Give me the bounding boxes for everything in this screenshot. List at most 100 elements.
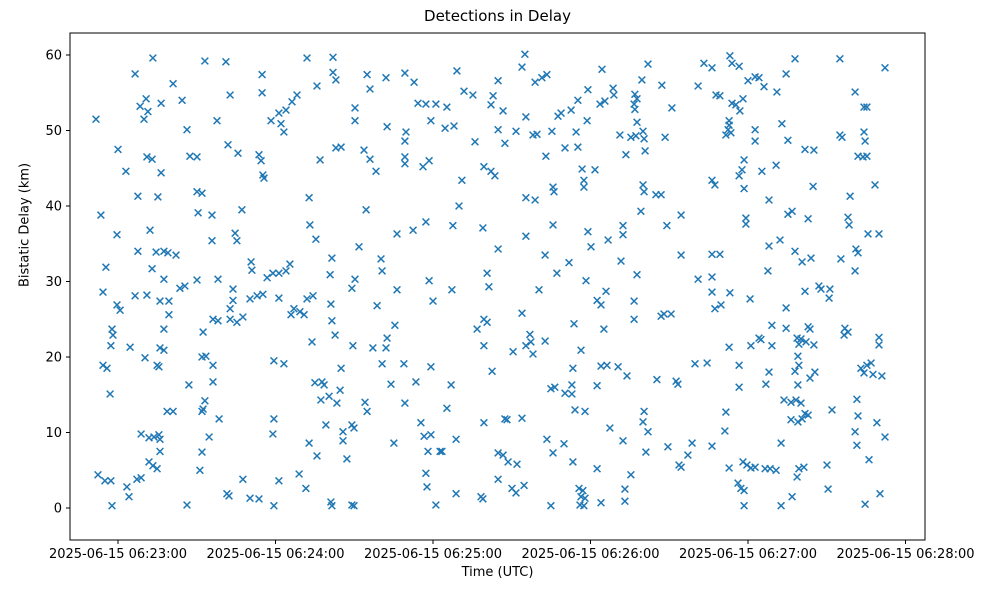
data-point — [568, 364, 577, 373]
data-point — [794, 464, 803, 473]
data-point — [429, 297, 437, 306]
data-point — [426, 430, 435, 439]
data-point — [513, 460, 521, 469]
data-point — [448, 221, 457, 230]
data-point — [409, 226, 418, 235]
data-point — [414, 99, 422, 108]
data-point — [583, 227, 592, 236]
data-point — [142, 152, 151, 161]
data-point — [437, 447, 446, 456]
data-point — [309, 291, 317, 300]
data-point — [133, 247, 142, 256]
data-point — [416, 418, 425, 427]
data-point — [512, 488, 520, 497]
data-point — [471, 137, 479, 146]
data-point — [131, 291, 140, 300]
data-point — [494, 475, 503, 484]
data-point — [793, 417, 802, 426]
data-point — [164, 310, 173, 319]
data-point — [525, 330, 534, 339]
data-point — [791, 367, 799, 376]
data-point — [157, 99, 166, 108]
data-point — [116, 306, 125, 315]
data-point — [579, 183, 588, 192]
data-point — [620, 485, 629, 494]
data-point — [756, 335, 765, 344]
y-tick-label: 30 — [45, 275, 62, 290]
scatter-series — [92, 50, 889, 510]
data-point — [150, 433, 158, 441]
data-point — [305, 220, 314, 229]
data-point — [348, 341, 357, 350]
data-point — [258, 70, 267, 79]
data-point — [383, 122, 392, 131]
data-point — [708, 176, 716, 185]
data-point — [487, 100, 495, 109]
data-point — [490, 171, 499, 180]
data-point — [561, 143, 569, 152]
data-point — [777, 501, 786, 510]
data-point — [347, 501, 356, 509]
data-point — [295, 470, 304, 478]
data-point — [350, 501, 358, 510]
data-point — [136, 102, 145, 111]
data-point — [801, 287, 809, 296]
data-point — [583, 116, 592, 125]
data-point — [308, 337, 316, 346]
data-point — [142, 94, 151, 103]
data-point — [521, 341, 530, 350]
data-point — [450, 122, 458, 130]
data-point — [787, 398, 795, 407]
data-point — [209, 361, 217, 370]
data-point — [268, 269, 277, 278]
data-point — [316, 396, 325, 404]
data-point — [452, 435, 461, 444]
data-point — [617, 257, 625, 266]
data-point — [630, 297, 639, 306]
data-point — [794, 361, 803, 370]
data-point — [708, 442, 716, 451]
data-point — [609, 84, 618, 93]
data-point — [199, 405, 208, 414]
data-point — [603, 361, 611, 370]
data-point — [305, 193, 314, 202]
data-point — [198, 448, 206, 457]
data-point — [772, 161, 781, 170]
data-point — [479, 162, 488, 171]
data-point — [860, 128, 868, 136]
data-point — [494, 125, 503, 134]
y-tick-label: 20 — [45, 351, 62, 366]
data-point — [825, 285, 834, 294]
data-point — [253, 291, 262, 300]
data-point — [823, 461, 831, 469]
data-point — [390, 321, 399, 330]
data-point — [193, 276, 201, 284]
data-point — [148, 461, 157, 470]
data-point — [761, 380, 770, 389]
data-point — [851, 245, 860, 253]
data-point — [113, 300, 121, 309]
data-point — [578, 165, 587, 173]
data-point — [185, 152, 194, 161]
x-tick-label: 2025-06-15 06:24:00 — [206, 547, 344, 562]
data-point — [746, 294, 755, 303]
data-point — [326, 270, 335, 279]
data-point — [802, 337, 810, 346]
data-point — [568, 457, 577, 466]
data-point — [573, 96, 582, 105]
data-point — [626, 470, 635, 479]
data-point — [205, 433, 214, 441]
data-point — [157, 168, 166, 177]
x-tick-label: 2025-06-15 06:23:00 — [49, 547, 187, 562]
data-point — [494, 448, 503, 457]
data-point — [720, 427, 729, 435]
data-point — [148, 54, 157, 62]
data-point — [537, 73, 546, 82]
data-point — [547, 127, 556, 136]
data-point — [725, 51, 734, 60]
data-point — [787, 415, 795, 424]
data-point — [92, 115, 100, 124]
y-tick-label: 10 — [45, 426, 62, 441]
data-point — [708, 288, 716, 297]
data-point — [721, 408, 730, 417]
